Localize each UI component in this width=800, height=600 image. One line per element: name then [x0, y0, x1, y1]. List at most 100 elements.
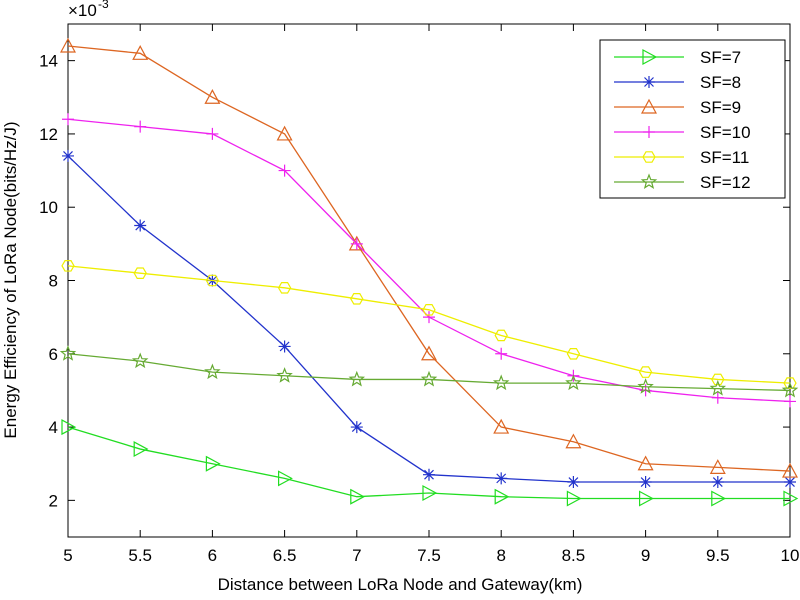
x-tick-label: 10 — [781, 546, 800, 565]
data-point — [134, 219, 147, 232]
data-point — [61, 419, 77, 436]
data-point — [494, 329, 508, 342]
data-point — [278, 470, 293, 487]
x-tick-label: 5 — [63, 546, 72, 565]
y-tick-label: 2 — [49, 491, 58, 510]
data-point — [134, 120, 147, 133]
data-point — [784, 395, 796, 408]
data-point — [204, 89, 221, 104]
data-point — [420, 370, 438, 387]
data-point — [350, 237, 363, 250]
data-point — [639, 490, 654, 507]
data-point — [494, 488, 510, 505]
data-point — [423, 311, 435, 324]
data-point — [348, 370, 366, 387]
legend-label: SF=10 — [700, 123, 751, 142]
data-point — [133, 441, 149, 458]
data-point — [567, 476, 580, 489]
x-tick-label: 5.5 — [128, 546, 152, 565]
legend-marker — [642, 48, 658, 66]
y-tick-label: 6 — [49, 345, 58, 364]
data-point — [711, 490, 727, 507]
data-point — [423, 468, 435, 481]
data-point — [422, 485, 438, 502]
data-point — [639, 476, 652, 489]
data-point — [492, 374, 510, 391]
data-point — [784, 476, 796, 489]
series-line — [67, 353, 791, 392]
legend-marker — [643, 76, 655, 88]
data-point — [62, 149, 74, 162]
data-point — [711, 476, 724, 489]
data-point — [493, 418, 510, 434]
series-line — [67, 265, 791, 384]
data-point — [276, 125, 293, 141]
data-point — [566, 490, 582, 507]
y-scale-exponent: -3 — [98, 0, 109, 11]
data-point — [420, 345, 438, 361]
legend-marker — [640, 98, 658, 114]
data-point — [276, 367, 293, 383]
x-axis-label: Distance between LoRa Node and Gateway(k… — [218, 575, 583, 594]
x-tick-label: 9 — [641, 546, 650, 565]
series-line — [67, 45, 791, 472]
data-point — [781, 462, 799, 478]
data-point — [350, 488, 366, 505]
y-tick-label: 8 — [49, 272, 58, 291]
data-point — [59, 345, 77, 361]
data-point — [711, 373, 725, 386]
data-point — [206, 127, 219, 140]
x-tick-label: 7.5 — [417, 546, 441, 565]
y-tick-label: 4 — [49, 418, 58, 437]
data-point — [204, 363, 221, 380]
legend-label: SF=8 — [700, 73, 741, 92]
data-point — [709, 459, 726, 474]
y-tick-label: 10 — [39, 198, 58, 217]
data-point — [278, 340, 291, 353]
x-tick-label: 6.5 — [273, 546, 297, 565]
legend-box — [599, 39, 786, 199]
data-point — [205, 455, 221, 472]
data-point — [278, 164, 291, 177]
x-tick-label: 6 — [208, 546, 217, 565]
data-point — [495, 472, 508, 485]
data-point — [565, 433, 582, 449]
data-point — [59, 37, 77, 53]
data-point — [205, 274, 220, 287]
x-tick-label: 7 — [352, 546, 361, 565]
legend-label: SF=11 — [700, 148, 749, 167]
legend-label: SF=12 — [700, 173, 751, 192]
data-point — [422, 304, 436, 316]
legend-marker — [642, 151, 656, 163]
data-point — [637, 455, 654, 471]
data-point — [350, 293, 364, 305]
y-axis-label: Energy Efficiency of LoRa Node(bits/Hz/J… — [1, 121, 20, 438]
y-tick-label: 14 — [39, 52, 58, 71]
legend-label: SF=7 — [700, 48, 741, 67]
data-point — [637, 378, 654, 394]
data-point — [711, 391, 724, 404]
data-point — [709, 379, 727, 396]
data-point — [565, 374, 582, 391]
data-point — [62, 113, 74, 126]
data-point — [133, 267, 147, 279]
legend-label: SF=9 — [700, 98, 741, 117]
series-line — [67, 426, 790, 500]
x-tick-label: 8 — [496, 546, 505, 565]
x-tick-label: 9.5 — [706, 546, 730, 565]
data-point — [350, 421, 363, 434]
data-point — [131, 352, 149, 369]
data-point — [61, 260, 75, 272]
x-tick-label: 8.5 — [562, 546, 586, 565]
legend-marker — [640, 173, 658, 190]
data-point — [277, 282, 292, 294]
data-point — [132, 45, 149, 60]
data-point — [566, 347, 581, 360]
data-point — [781, 381, 799, 398]
y-tick-label: 12 — [39, 125, 58, 144]
data-point — [638, 366, 653, 378]
data-point — [783, 490, 799, 507]
legend-marker — [643, 126, 655, 138]
y-scale-base: ×10 — [68, 1, 97, 20]
